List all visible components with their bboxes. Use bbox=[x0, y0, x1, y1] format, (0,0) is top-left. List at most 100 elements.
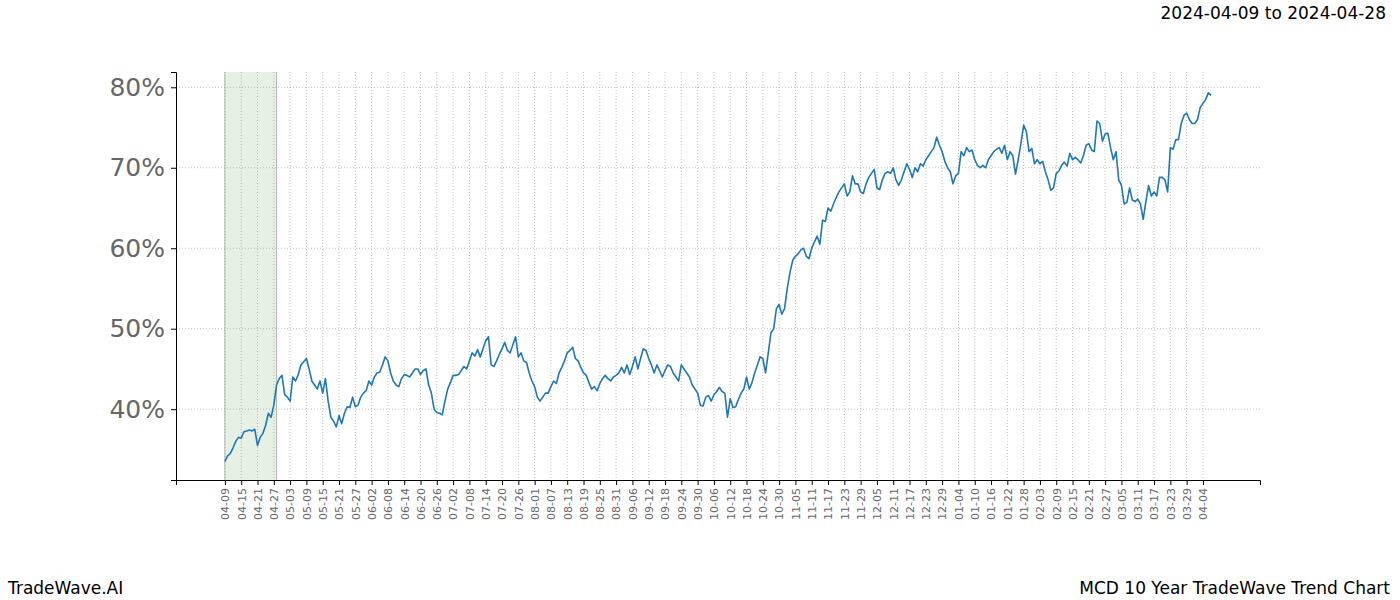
x-tick-mark bbox=[258, 480, 259, 485]
chart: 40%50%60%70%80%04-0904-1504-2104-2705-03… bbox=[0, 0, 1400, 600]
x-tick: 07-02 bbox=[447, 480, 460, 520]
x-tick-mark bbox=[323, 480, 324, 485]
grid-line-x bbox=[844, 72, 845, 480]
y-tick: 40% bbox=[109, 395, 176, 424]
x-tick: 11-29 bbox=[855, 480, 868, 520]
x-tick-mark bbox=[339, 480, 340, 485]
series-line bbox=[225, 93, 1211, 462]
grid-line-x bbox=[322, 72, 323, 480]
x-tick: 10-12 bbox=[725, 480, 738, 520]
grid-line-x bbox=[746, 72, 747, 480]
x-tick: 07-26 bbox=[513, 480, 526, 520]
y-tick: 60% bbox=[109, 234, 176, 263]
x-tick-label: 04-04 bbox=[1197, 488, 1210, 520]
grid bbox=[176, 72, 1260, 480]
x-tick: 04-09 bbox=[219, 480, 232, 520]
y-tick: 80% bbox=[109, 73, 176, 102]
x-tick-label: 02-03 bbox=[1034, 488, 1047, 520]
grid-line-x bbox=[257, 72, 258, 480]
grid-line-y bbox=[176, 328, 1260, 329]
x-tick: 05-09 bbox=[301, 480, 314, 520]
x-tick-label: 11-11 bbox=[806, 488, 819, 520]
x-tick-label: 12-05 bbox=[871, 488, 884, 520]
grid-line-x bbox=[1121, 72, 1122, 480]
x-tick-label: 03-29 bbox=[1181, 488, 1194, 520]
x-tick-label: 07-20 bbox=[496, 488, 509, 520]
x-tick-mark bbox=[502, 480, 503, 485]
grid-line-x bbox=[567, 72, 568, 480]
x-tick-mark bbox=[763, 480, 764, 485]
x-tick-mark bbox=[812, 480, 813, 485]
x-tick: 08-13 bbox=[562, 480, 575, 520]
x-axis-line bbox=[177, 481, 1261, 486]
grid-line-x bbox=[1137, 72, 1138, 480]
grid-line-x bbox=[1023, 72, 1024, 480]
x-tick: 12-11 bbox=[888, 480, 901, 520]
x-tick-mark bbox=[910, 480, 911, 485]
x-tick: 08-25 bbox=[594, 480, 607, 520]
x-tick: 12-23 bbox=[920, 480, 933, 520]
y-tick: 50% bbox=[109, 314, 176, 343]
x-tick-mark bbox=[828, 480, 829, 485]
x-tick: 03-23 bbox=[1165, 480, 1178, 520]
grid-line-x bbox=[909, 72, 910, 480]
x-tick-mark bbox=[518, 480, 519, 485]
x-tick-mark bbox=[877, 480, 878, 485]
x-tick-mark bbox=[1024, 480, 1025, 485]
grid-line-x bbox=[795, 72, 796, 480]
x-tick-label: 04-21 bbox=[252, 488, 265, 520]
x-tick-mark bbox=[1056, 480, 1057, 485]
x-tick-label: 06-08 bbox=[382, 488, 395, 520]
x-tick-mark bbox=[1138, 480, 1139, 485]
grid-line-x bbox=[355, 72, 356, 480]
x-tick: 03-17 bbox=[1148, 480, 1161, 520]
grid-line-x bbox=[1088, 72, 1089, 480]
x-tick: 09-18 bbox=[659, 480, 672, 520]
x-tick-label: 01-04 bbox=[953, 488, 966, 520]
x-tick: 10-18 bbox=[741, 480, 754, 520]
grid-line-x bbox=[632, 72, 633, 480]
x-tick-mark bbox=[795, 480, 796, 485]
x-tick-label: 05-27 bbox=[350, 488, 363, 520]
x-tick: 11-23 bbox=[839, 480, 852, 520]
x-tick-label: 07-02 bbox=[447, 488, 460, 520]
x-tick-mark bbox=[1170, 480, 1171, 485]
x-tick: 03-05 bbox=[1116, 480, 1129, 520]
x-tick-mark bbox=[1040, 480, 1041, 485]
x-tick-label: 03-23 bbox=[1165, 488, 1178, 520]
x-tick-label: 06-26 bbox=[431, 488, 444, 520]
x-tick-label: 09-18 bbox=[659, 488, 672, 520]
x-tick-label: 09-30 bbox=[692, 488, 705, 520]
x-tick: 09-30 bbox=[692, 480, 705, 520]
grid-line-x bbox=[893, 72, 894, 480]
x-tick-mark bbox=[730, 480, 731, 485]
x-tick: 01-04 bbox=[953, 480, 966, 520]
x-tick-mark bbox=[1121, 480, 1122, 485]
x-tick-mark bbox=[535, 480, 536, 485]
grid-line-x bbox=[1072, 72, 1073, 480]
x-tick: 09-24 bbox=[676, 480, 689, 520]
x-tick-mark bbox=[1105, 480, 1106, 485]
highlight-band bbox=[225, 72, 277, 480]
x-tick-mark bbox=[1154, 480, 1155, 485]
grid-line-x bbox=[681, 72, 682, 480]
grid-line-x bbox=[583, 72, 584, 480]
x-tick-mark bbox=[681, 480, 682, 485]
x-tick-label: 01-16 bbox=[985, 488, 998, 520]
y-tick: 70% bbox=[109, 153, 176, 182]
y-tick-label: 70% bbox=[109, 153, 165, 182]
x-tick: 01-28 bbox=[1018, 480, 1031, 520]
x-tick: 09-12 bbox=[643, 480, 656, 520]
x-tick: 05-15 bbox=[317, 480, 330, 520]
x-tick: 05-03 bbox=[284, 480, 297, 520]
x-tick-label: 06-20 bbox=[415, 488, 428, 520]
x-tick-mark bbox=[1203, 480, 1204, 485]
x-tick-mark bbox=[1073, 480, 1074, 485]
x-tick-label: 04-09 bbox=[219, 488, 232, 520]
x-tick-mark bbox=[453, 480, 454, 485]
grid-line-x bbox=[730, 72, 731, 480]
x-tick: 02-21 bbox=[1083, 480, 1096, 520]
x-tick-label: 01-22 bbox=[1002, 488, 1015, 520]
x-tick-label: 04-15 bbox=[236, 488, 249, 520]
y-tick-label: 40% bbox=[109, 395, 165, 424]
